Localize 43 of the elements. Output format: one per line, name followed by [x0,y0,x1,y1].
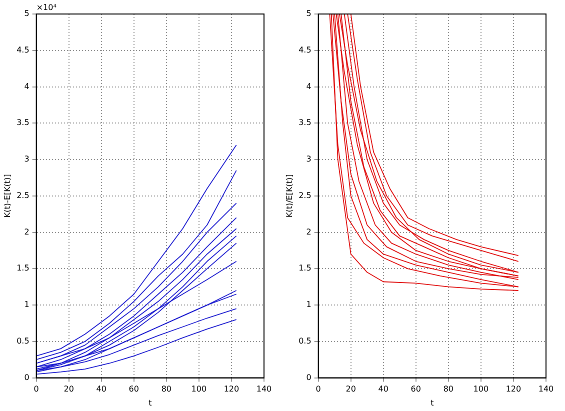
y-tick-label: 3.5 [298,118,312,128]
x-tick-label: 80 [443,384,454,394]
y-axis-title: K(t)-E[K(t)] [2,174,12,218]
x-tick-label: 140 [538,384,554,394]
x-tick-label: 20 [64,384,74,394]
y-tick-label: 0.5 [16,336,30,346]
y-tick-label: 2.5 [298,190,312,200]
x-tick-label: 120 [506,384,522,394]
y-tick-label: 2.5 [16,190,30,200]
y-tick-label: 3 [306,154,312,164]
x-tick-label: 0 [316,384,321,394]
x-tick-label: 40 [96,384,106,394]
y-tick-label: 5 [24,9,30,18]
y-tick-label: 1 [306,300,312,310]
x-tick-label: 100 [191,384,207,394]
x-axis-title: t [430,398,434,408]
x-tick-label: 60 [128,384,139,394]
y-tick-label: 5 [306,9,312,18]
x-tick-label: 20 [346,384,356,394]
y-tick-label: 4 [306,82,312,91]
x-tick-label: 120 [224,384,240,394]
y-tick-label: 0 [24,372,30,382]
y-tick-label: 4 [24,82,30,91]
y-tick-label: 1.5 [16,264,30,273]
y-tick-label: 0 [306,372,312,382]
x-tick-label: 140 [256,384,272,394]
y-tick-label: 1.5 [298,264,312,273]
x-tick-label: 0 [34,384,39,394]
x-tick-label: 80 [161,384,172,394]
y-tick-label: 2 [24,227,30,236]
y-tick-label: 4.5 [298,45,312,54]
x-tick-label: 40 [378,384,388,394]
y-tick-label: 3.5 [16,118,30,128]
y-tick-label: 1 [24,300,30,310]
y-axis-title: K(t)/E[K(t)] [284,174,294,218]
x-tick-label: 100 [473,384,489,394]
y-tick-label: 0.5 [298,336,312,346]
y-tick-label: 3 [24,154,30,164]
x-axis-title: t [148,398,152,408]
x-tick-label: 60 [410,384,421,394]
text: ×10⁴ [36,3,56,12]
y-tick-label: 4.5 [16,45,30,54]
y-tick-label: 2 [306,227,312,236]
